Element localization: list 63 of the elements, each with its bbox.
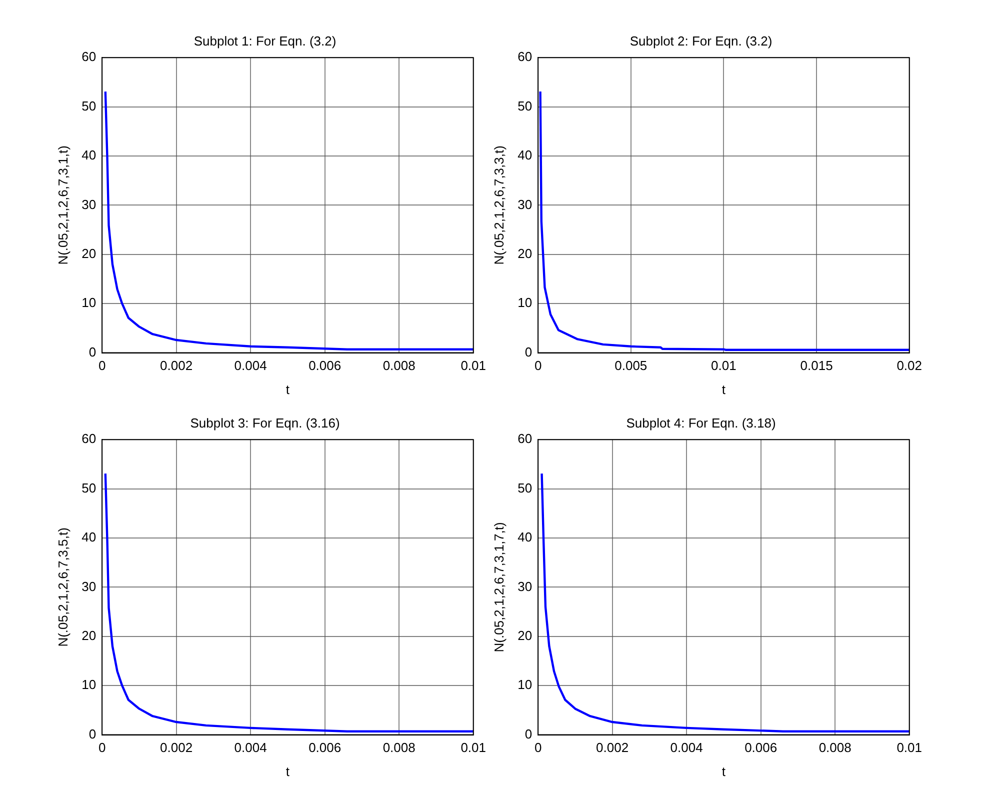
y-tick-label: 50 [82, 480, 96, 496]
y-tick-label: 60 [518, 49, 532, 64]
y-tick-label: 20 [82, 628, 96, 643]
y-tick-label: 40 [518, 530, 532, 545]
y-tick-label: 50 [518, 480, 532, 496]
x-tick-label: 0.008 [382, 358, 416, 374]
y-tick-label: 30 [82, 196, 96, 212]
y-tick-label: 0 [524, 344, 532, 360]
y-tick-label: 40 [82, 530, 96, 545]
y-axis-title: N(.05,2,1,2,6,7,3,3,t) [491, 146, 506, 265]
y-tick-label: 30 [518, 578, 532, 594]
y-tick-label: 30 [518, 196, 532, 212]
x-tick-label: 0.006 [308, 740, 342, 756]
chart-title: Subplot 1: For Eqn. (3.2) [194, 33, 336, 48]
y-tick-label: 10 [82, 295, 96, 310]
x-tick-label: 0.006 [744, 740, 778, 756]
x-tick-label: 0.01 [460, 740, 486, 756]
x-tick-label: 0.01 [711, 358, 736, 374]
y-axis-title: N(.05,2,1,2,6,7,3,1,t) [55, 146, 70, 265]
x-tick-label: 0.02 [896, 358, 922, 374]
y-axis-title: N(.05,2,1,2,6,7,3,5,t) [55, 528, 70, 647]
y-tick-label: 40 [82, 148, 96, 163]
x-axis-title: t [286, 382, 290, 397]
y-tick-label: 10 [82, 677, 96, 692]
y-tick-label: 50 [518, 98, 532, 114]
x-tick-label: 0.002 [160, 740, 193, 756]
x-tick-label: 0.004 [234, 740, 267, 756]
x-tick-label: 0.004 [234, 358, 267, 374]
x-tick-label: 0 [534, 358, 542, 374]
x-tick-label: 0.01 [460, 358, 486, 374]
y-tick-label: 30 [82, 578, 96, 594]
x-tick-label: 0.002 [596, 740, 629, 756]
x-axis-title: t [722, 764, 726, 779]
y-axis-title: N(.05,2,1,2,6,7,3,1,7,t) [491, 522, 506, 652]
x-axis-title: t [286, 764, 290, 779]
x-tick-label: 0 [98, 358, 106, 374]
x-tick-label: 0.015 [800, 358, 833, 374]
x-tick-label: 0.004 [670, 740, 703, 756]
y-tick-label: 0 [88, 726, 96, 742]
y-tick-label: 20 [518, 628, 532, 643]
chart-title: Subplot 3: For Eqn. (3.16) [190, 415, 340, 430]
y-tick-label: 10 [518, 677, 532, 692]
y-tick-label: 20 [518, 246, 532, 261]
x-tick-label: 0.008 [818, 740, 852, 756]
x-tick-label: 0.006 [308, 358, 342, 374]
x-tick-label: 0.01 [896, 740, 922, 756]
y-tick-label: 60 [82, 431, 96, 446]
chart-title: Subplot 4: For Eqn. (3.18) [626, 415, 776, 430]
y-tick-label: 50 [82, 98, 96, 114]
x-tick-label: 0 [98, 740, 106, 756]
x-axis-title: t [722, 382, 726, 397]
y-tick-label: 60 [518, 431, 532, 446]
x-tick-label: 0 [534, 740, 542, 756]
y-tick-label: 0 [88, 344, 96, 360]
y-tick-label: 60 [82, 49, 96, 64]
chart-title: Subplot 2: For Eqn. (3.2) [630, 33, 772, 48]
x-tick-label: 0.005 [614, 358, 648, 374]
y-tick-label: 20 [82, 246, 96, 261]
y-tick-label: 10 [518, 295, 532, 310]
y-tick-label: 40 [518, 148, 532, 163]
y-tick-label: 0 [524, 726, 532, 742]
x-tick-label: 0.002 [160, 358, 193, 374]
x-tick-label: 0.008 [382, 740, 416, 756]
